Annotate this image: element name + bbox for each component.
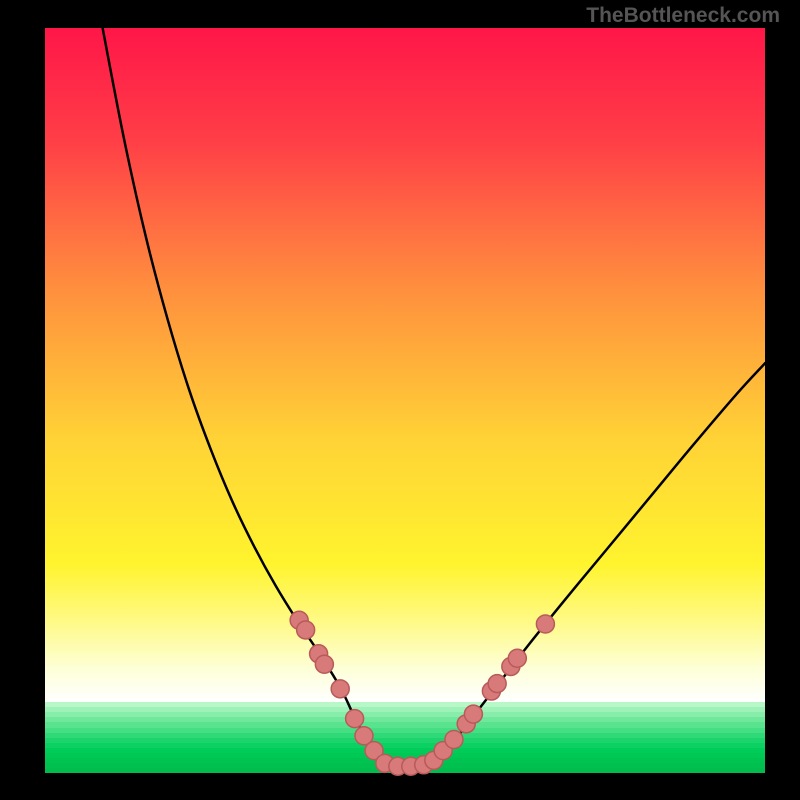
v-curve: [103, 28, 765, 767]
plot-area: [45, 28, 765, 773]
curve-marker: [508, 649, 526, 667]
curve-marker: [488, 675, 506, 693]
curve-marker: [464, 705, 482, 723]
bottleneck-curve: [45, 28, 765, 773]
curve-marker: [331, 680, 349, 698]
curve-marker: [346, 710, 364, 728]
curve-marker: [445, 730, 463, 748]
curve-marker: [297, 621, 315, 639]
curve-marker: [536, 615, 554, 633]
watermark-text: TheBottleneck.com: [586, 4, 780, 28]
curve-marker: [315, 655, 333, 673]
